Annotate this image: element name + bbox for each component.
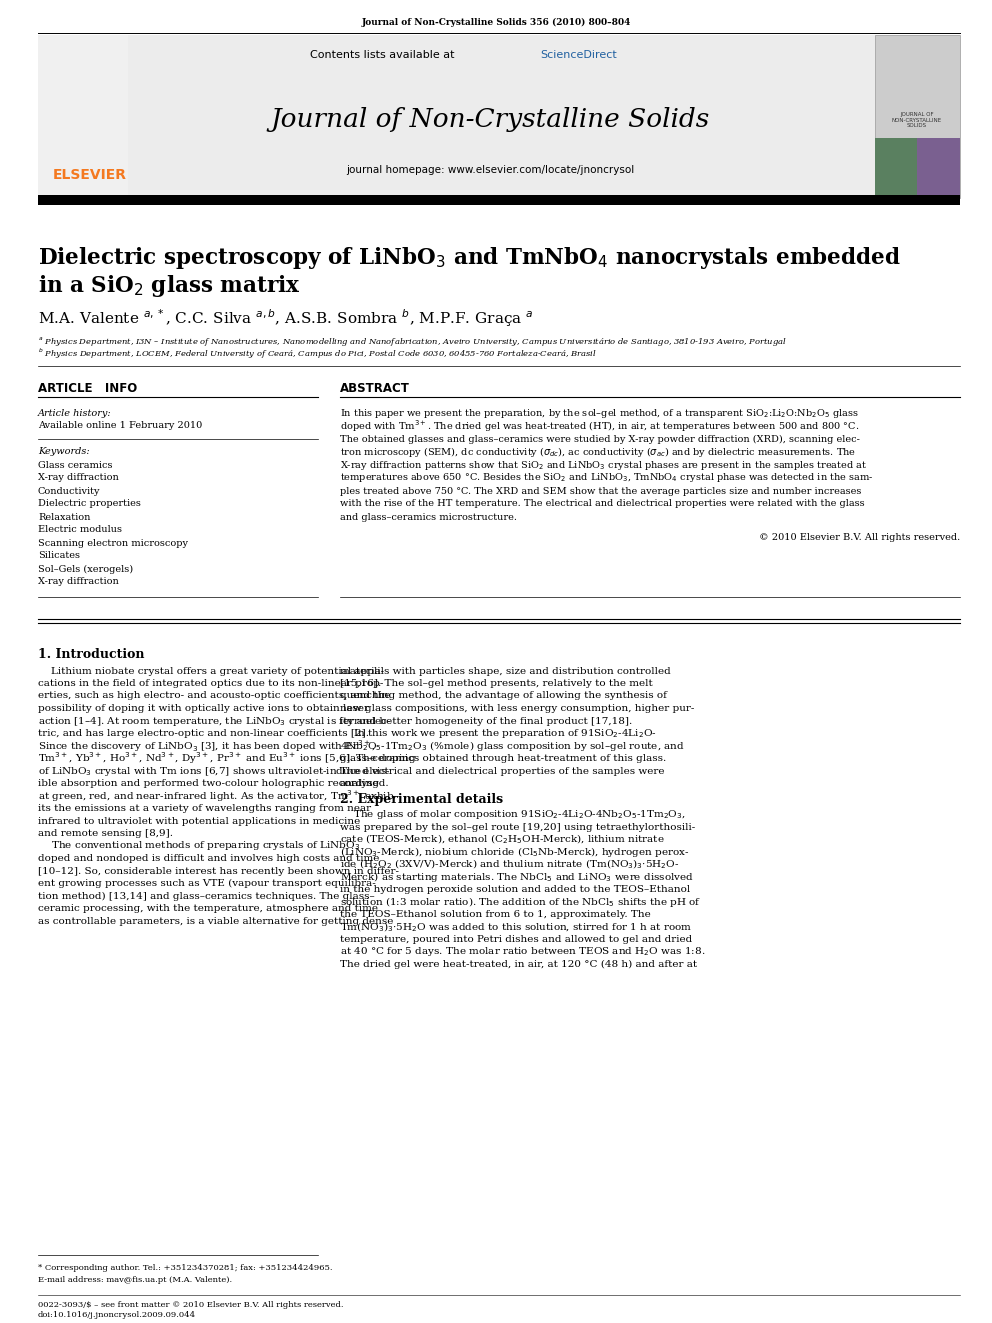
Text: ScienceDirect: ScienceDirect [540,50,617,60]
Text: Tm(NO$_3$)$_3$·5H$_2$O was added to this solution, stirred for 1 h at room: Tm(NO$_3$)$_3$·5H$_2$O was added to this… [340,921,692,934]
Text: 4Nb$_2$O$_5$-1Tm$_2$O$_3$ (%mole) glass composition by sol–gel route, and: 4Nb$_2$O$_5$-1Tm$_2$O$_3$ (%mole) glass … [340,740,684,753]
Text: ible absorption and performed two-colour holographic recording: ible absorption and performed two-colour… [38,779,379,789]
Text: its the emissions at a variety of wavelengths ranging from near: its the emissions at a variety of wavele… [38,804,371,814]
Text: infrared to ultraviolet with potential applications in medicine: infrared to ultraviolet with potential a… [38,816,360,826]
Text: The glass of molar composition 91SiO$_2$-4Li$_2$O-4Nb$_2$O$_5$-1Tm$_2$O$_3$,: The glass of molar composition 91SiO$_2$… [340,808,685,822]
Bar [875,138,917,198]
Text: Tm$^{3+}$, Yb$^{3+}$, Ho$^{3+}$, Nd$^{3+}$, Dy$^{3+}$, Pr$^{3+}$ and Eu$^{3+}$ i: Tm$^{3+}$, Yb$^{3+}$, Ho$^{3+}$, Nd$^{3+… [38,750,417,766]
Bar [38,194,960,205]
Text: cate (TEOS-Merck), ethanol (C$_2$H$_5$OH-Merck), lithium nitrate: cate (TEOS-Merck), ethanol (C$_2$H$_5$OH… [340,832,665,847]
Text: Glass ceramics: Glass ceramics [38,460,112,470]
Text: X-ray diffraction: X-ray diffraction [38,578,119,586]
Text: tion method) [13,14] and glass–ceramics techniques. The glass–: tion method) [13,14] and glass–ceramics … [38,892,375,901]
Text: E-mail address: mav@fis.ua.pt (M.A. Valente).: E-mail address: mav@fis.ua.pt (M.A. Vale… [38,1275,232,1285]
Text: The obtained glasses and glass–ceramics were studied by X-ray powder diffraction: The obtained glasses and glass–ceramics … [340,434,860,443]
Text: Journal of Non-Crystalline Solids 356 (2010) 800–804: Journal of Non-Crystalline Solids 356 (2… [361,17,631,26]
Text: Journal of Non-Crystalline Solids: Journal of Non-Crystalline Solids [271,107,709,132]
Text: at green, red, and near-infrared light. As the activator, Tm$^{3+}$ exhib-: at green, red, and near-infrared light. … [38,789,398,804]
Text: Since the discovery of LiNbO$_3$ [3], it has been doped with Er$^{3+}$,: Since the discovery of LiNbO$_3$ [3], it… [38,738,375,754]
Text: The dried gel were heat-treated, in air, at 120 °C (48 h) and after at: The dried gel were heat-treated, in air,… [340,960,697,968]
Text: solution (1:3 molar ratio). The addition of the NbCl$_5$ shifts the pH of: solution (1:3 molar ratio). The addition… [340,894,701,909]
Text: Merck) as starting materials. The NbCl$_5$ and LiNO$_3$ were dissolved: Merck) as starting materials. The NbCl$_… [340,871,693,884]
Text: $^b$ Physics Department, LOCEM, Federal University of Ceará, Campus do Pici, Pos: $^b$ Physics Department, LOCEM, Federal … [38,347,597,361]
Text: in a SiO$_2$ glass matrix: in a SiO$_2$ glass matrix [38,273,301,299]
Text: [10–12]. So, considerable interest has recently been shown in differ-: [10–12]. So, considerable interest has r… [38,867,399,876]
Text: * Corresponding author. Tel.: +351234370281; fax: +351234424965.: * Corresponding author. Tel.: +351234370… [38,1263,332,1271]
Text: action [1–4]. At room temperature, the LiNbO$_3$ crystal is ferroelec-: action [1–4]. At room temperature, the L… [38,714,392,728]
Text: the TEOS–Ethanol solution from 6 to 1, approximately. The: the TEOS–Ethanol solution from 6 to 1, a… [340,910,651,919]
Text: M.A. Valente $^{a,*}$, C.C. Silva $^{a,b}$, A.S.B. Sombra $^{b}$, M.P.F. Graça $: M.A. Valente $^{a,*}$, C.C. Silva $^{a,b… [38,307,534,329]
Text: erties, such as high electro- and acousto-optic coefficients, and the: erties, such as high electro- and acoust… [38,692,391,700]
Text: ceramic processing, with the temperature, atmosphere and time: ceramic processing, with the temperature… [38,904,378,913]
Bar [875,34,960,198]
Text: cations in the field of integrated optics due to its non-linear prop-: cations in the field of integrated optic… [38,679,383,688]
Text: The conventional methods of preparing crystals of LiNbO$_3$: The conventional methods of preparing cr… [38,840,360,852]
Text: JOURNAL OF
NON-CRYSTALLINE
SOLIDS: JOURNAL OF NON-CRYSTALLINE SOLIDS [892,111,942,128]
Text: Contents lists available at: Contents lists available at [310,50,458,60]
Text: tric, and has large electro-optic and non-linear coefficients [2].: tric, and has large electro-optic and no… [38,729,369,738]
Text: tron microscopy (SEM), dc conductivity ($\sigma_{dc}$), ac conductivity ($\sigma: tron microscopy (SEM), dc conductivity (… [340,445,856,459]
Text: Lithium niobate crystal offers a great variety of potential appli-: Lithium niobate crystal offers a great v… [38,667,384,676]
Text: Silicates: Silicates [38,552,80,561]
Text: X-ray diffraction patterns show that SiO$_2$ and LiNbO$_3$ crystal phases are pr: X-ray diffraction patterns show that SiO… [340,459,867,471]
Text: ELSEVIER: ELSEVIER [53,168,127,183]
Bar [38,34,128,198]
Text: quenching method, the advantage of allowing the synthesis of: quenching method, the advantage of allow… [340,692,667,700]
Text: and glass–ceramics microstructure.: and glass–ceramics microstructure. [340,512,517,521]
Text: (LiNO$_3$-Merck), niobium chloride (Cl$_5$Nb-Merck), hydrogen perox-: (LiNO$_3$-Merck), niobium chloride (Cl$_… [340,845,689,859]
Text: ity and better homogeneity of the final product [17,18].: ity and better homogeneity of the final … [340,717,632,725]
Text: journal homepage: www.elsevier.com/locate/jnoncrysol: journal homepage: www.elsevier.com/locat… [346,165,634,175]
Bar [38,34,960,198]
Text: doped and nondoped is difficult and involves high costs and time: doped and nondoped is difficult and invo… [38,855,379,863]
Text: analysed.: analysed. [340,779,390,789]
Text: [15,16]. The sol–gel method presents, relatively to the melt: [15,16]. The sol–gel method presents, re… [340,679,653,688]
Text: doped with Tm$^{3+}$. The dried gel was heat-treated (HT), in air, at temperatur: doped with Tm$^{3+}$. The dried gel was … [340,418,859,434]
Text: ide (H$_2$O$_2$ (3XV/V)-Merck) and thulium nitrate (Tm(NO$_3$)$_3$·5H$_2$O-: ide (H$_2$O$_2$ (3XV/V)-Merck) and thuli… [340,857,680,872]
Text: and remote sensing [8,9].: and remote sensing [8,9]. [38,830,173,837]
Text: with the rise of the HT temperature. The electrical and dielectrical properties : with the rise of the HT temperature. The… [340,500,865,508]
Text: glass–ceramics obtained through heat-treatment of this glass.: glass–ceramics obtained through heat-tre… [340,754,667,763]
Text: In this work we present the preparation of 91SiO$_2$-4Li$_2$O-: In this work we present the preparation … [340,728,657,740]
Text: 2. Experimental details: 2. Experimental details [340,794,503,807]
Text: Dielectric properties: Dielectric properties [38,500,141,508]
Text: 1. Introduction: 1. Introduction [38,648,145,662]
Text: Conductivity: Conductivity [38,487,100,496]
Text: Keywords:: Keywords: [38,447,89,456]
Text: materials with particles shape, size and distribution controlled: materials with particles shape, size and… [340,667,671,676]
Text: possibility of doping it with optically active ions to obtain laser: possibility of doping it with optically … [38,704,369,713]
Text: of LiNbO$_3$ crystal with Tm ions [6,7] shows ultraviolet-induced vis-: of LiNbO$_3$ crystal with Tm ions [6,7] … [38,765,391,778]
Text: X-ray diffraction: X-ray diffraction [38,474,119,483]
Text: ples treated above 750 °C. The XRD and SEM show that the average particles size : ples treated above 750 °C. The XRD and S… [340,487,861,496]
Text: Article history:: Article history: [38,409,112,418]
Text: Scanning electron microscopy: Scanning electron microscopy [38,538,188,548]
Text: temperature, poured into Petri dishes and allowed to gel and dried: temperature, poured into Petri dishes an… [340,935,692,945]
Text: ARTICLE   INFO: ARTICLE INFO [38,382,137,396]
Text: ABSTRACT: ABSTRACT [340,382,410,396]
Text: new glass compositions, with less energy consumption, higher pur-: new glass compositions, with less energy… [340,704,694,713]
Text: 0022-3093/$ – see front matter © 2010 Elsevier B.V. All rights reserved.: 0022-3093/$ – see front matter © 2010 El… [38,1301,343,1308]
Text: ent growing processes such as VTE (vapour transport equilibra-: ent growing processes such as VTE (vapou… [38,878,376,888]
Text: temperatures above 650 °C. Besides the SiO$_2$ and LiNbO$_3$, TmNbO$_4$ crystal : temperatures above 650 °C. Besides the S… [340,471,873,484]
Text: as controllable parameters, is a viable alternative for getting dense: as controllable parameters, is a viable … [38,917,394,926]
Text: The electrical and dielectrical properties of the samples were: The electrical and dielectrical properti… [340,766,665,775]
Text: $^a$ Physics Department, I3N – Institute of Nanostructures, Nanomodelling and Na: $^a$ Physics Department, I3N – Institute… [38,336,787,348]
Text: Electric modulus: Electric modulus [38,525,122,534]
Text: Sol–Gels (xerogels): Sol–Gels (xerogels) [38,565,133,574]
Text: at 40 °C for 5 days. The molar ratio between TEOS and H$_2$O was 1:8.: at 40 °C for 5 days. The molar ratio bet… [340,946,705,958]
Text: © 2010 Elsevier B.V. All rights reserved.: © 2010 Elsevier B.V. All rights reserved… [759,533,960,542]
Text: Relaxation: Relaxation [38,512,90,521]
Text: Available online 1 February 2010: Available online 1 February 2010 [38,422,202,430]
Text: In this paper we present the preparation, by the sol–gel method, of a transparen: In this paper we present the preparation… [340,406,859,419]
Text: in the hydrogen peroxide solution and added to the TEOS–Ethanol: in the hydrogen peroxide solution and ad… [340,885,690,894]
Text: doi:10.1016/j.jnoncrysol.2009.09.044: doi:10.1016/j.jnoncrysol.2009.09.044 [38,1311,196,1319]
Text: was prepared by the sol–gel route [19,20] using tetraethylorthosili-: was prepared by the sol–gel route [19,20… [340,823,695,831]
Text: Dielectric spectroscopy of LiNbO$_3$ and TmNbO$_4$ nanocrystals embedded: Dielectric spectroscopy of LiNbO$_3$ and… [38,245,901,271]
Bar [875,138,960,198]
